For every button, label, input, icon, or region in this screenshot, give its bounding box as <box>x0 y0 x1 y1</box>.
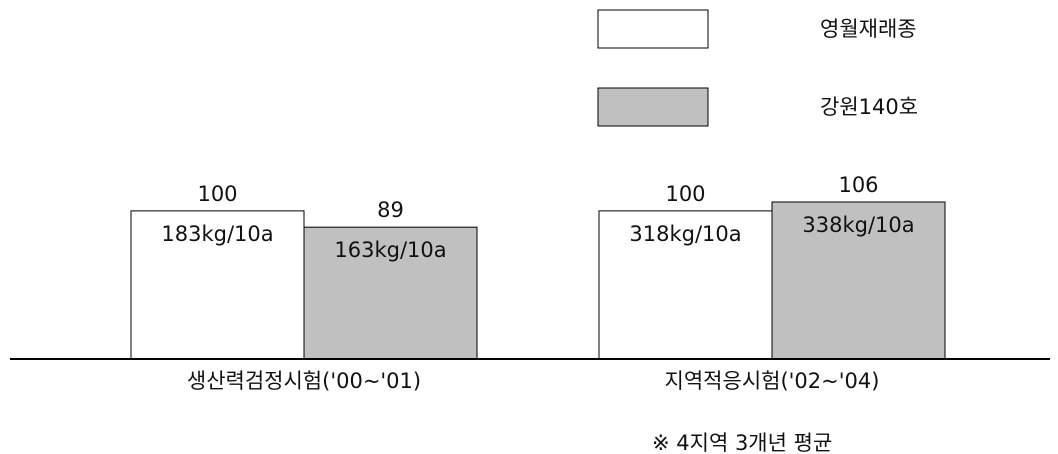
footnote: ※ 4지역 3개년 평균 <box>652 431 832 454</box>
category-label-2: 지역적응시험('02~'04) <box>665 369 880 393</box>
bar-2-1 <box>303 226 478 360</box>
bar-1-2 <box>598 210 773 360</box>
bars-group: 100 183kg/10a 89 163kg/10a 100 318kg/10a 106 33… <box>130 173 946 360</box>
legend-swatch-2 <box>597 87 709 127</box>
bar-2-2 <box>771 201 946 360</box>
legend-label-2: 강원140호 <box>820 95 918 119</box>
bar-1-1 <box>130 210 305 360</box>
legend-label-1: 영월재래종 <box>820 17 917 41</box>
value-label-2-1: 89 <box>377 198 404 222</box>
value-label-1-1: 100 <box>197 182 237 206</box>
value-label-2-2: 106 <box>838 173 878 197</box>
category-labels: 생산력검정시험('00~'01) 지역적응시험('02~'04) <box>187 369 880 393</box>
category-label-1: 생산력검정시험('00~'01) <box>187 369 421 393</box>
legend-swatch-1 <box>597 9 709 49</box>
value-label-1-2: 100 <box>665 182 705 206</box>
yield-label-2-2: 338kg/10a <box>802 213 914 237</box>
yield-label-1-2: 318kg/10a <box>629 222 741 246</box>
yield-label-2-1: 163kg/10a <box>334 238 446 262</box>
yield-label-1-1: 183kg/10a <box>161 222 273 246</box>
